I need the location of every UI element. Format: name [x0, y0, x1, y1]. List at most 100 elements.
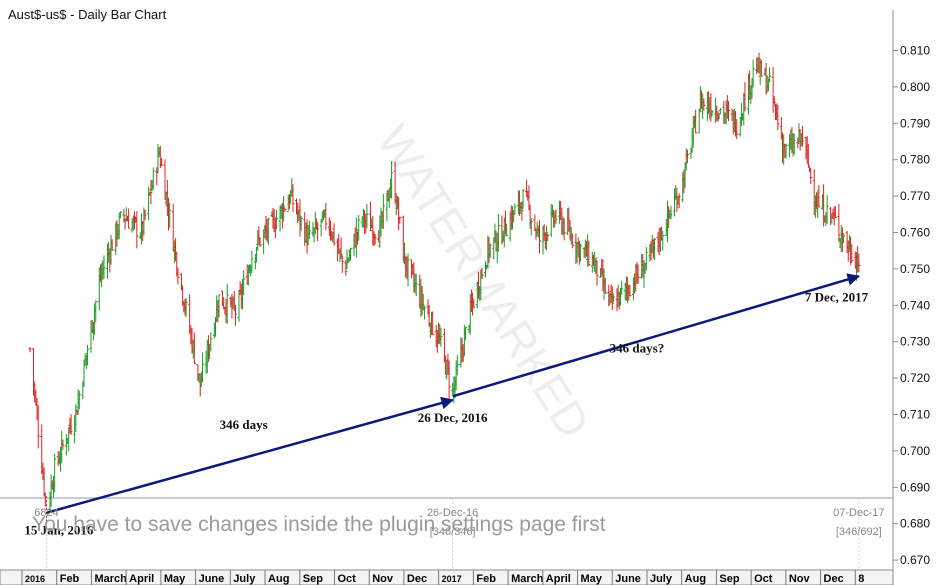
x-month-label: April: [546, 573, 571, 585]
price-bar: [806, 143, 810, 168]
price-bar: [159, 157, 163, 167]
price-bar: [316, 222, 320, 242]
price-bar: [447, 360, 451, 399]
price-bar: [74, 404, 78, 433]
x-month-label: May: [581, 573, 603, 585]
price-bar: [283, 207, 287, 213]
price-bar: [250, 250, 254, 273]
price-bar: [242, 270, 246, 296]
x-month-label: Oct: [337, 573, 356, 585]
price-bar: [644, 247, 648, 271]
chart-title: Aust$-us$ - Daily Bar Chart: [8, 7, 167, 22]
price-bar: [513, 203, 517, 215]
price-bar: [529, 218, 533, 236]
chart-annotation: 7 Dec, 2017: [805, 290, 869, 305]
price-bar: [677, 193, 681, 209]
price-bar: [174, 238, 178, 262]
price-bar: [143, 209, 147, 221]
price-bar: [480, 267, 484, 279]
x-month-label: Dec: [824, 573, 844, 585]
price-bar: [431, 311, 435, 336]
price-bar: [611, 293, 615, 303]
price-bar: [587, 240, 591, 267]
date-mark-count: [346/346]: [430, 526, 476, 538]
price-bar: [94, 300, 98, 323]
price-bar: [61, 439, 65, 450]
y-tick-label: 0.810: [900, 44, 930, 58]
x-month-label: Sep: [719, 573, 739, 585]
price-bar: [28, 347, 32, 353]
y-axis: 0.810 0.800 0.790 0.780 0.770 0.760 0.750 0.740…: [892, 10, 930, 570]
price-bar: [102, 255, 106, 279]
date-mark-label: 07-Dec-17: [833, 507, 884, 519]
price-bar: [43, 492, 47, 507]
price-bar: [809, 167, 813, 185]
price-bar: [86, 345, 90, 366]
x-month-label: 2017: [442, 574, 462, 584]
trend-lines: [46, 273, 861, 514]
price-bar: [545, 225, 549, 251]
price-bar: [179, 273, 183, 291]
price-bar: [710, 110, 714, 117]
y-tick-label: 0.790: [900, 116, 930, 130]
price-bar: [373, 234, 377, 245]
chart-annotation: 15 Jan, 2016: [24, 523, 93, 538]
price-bar: [118, 211, 122, 219]
y-tick-label: 0.740: [900, 298, 930, 312]
price-bar: [299, 216, 303, 231]
price-bar: [307, 220, 311, 240]
price-bar: [615, 288, 619, 312]
date-mark-label: 6824: [34, 507, 58, 519]
price-bar: [570, 233, 574, 249]
price-bar: [520, 201, 524, 221]
price-bar: [825, 195, 829, 224]
y-tick-label: 0.750: [900, 262, 930, 276]
price-bar: [36, 405, 40, 449]
y-tick-label: 0.760: [900, 226, 930, 240]
price-bar: [414, 274, 418, 297]
price-bar: [201, 352, 205, 383]
y-tick-label: 0.680: [900, 517, 930, 531]
chart-annotation: 346 days: [220, 417, 268, 432]
price-bar: [151, 167, 155, 190]
price-bar: [390, 161, 394, 199]
date-mark-label: 26-Dec-16: [427, 507, 478, 519]
price-bar: [176, 267, 180, 285]
price-bar: [209, 332, 213, 352]
price-bar: [511, 206, 515, 230]
x-month-label: Aug: [268, 573, 289, 585]
price-bar: [344, 260, 348, 276]
y-tick-label: 0.780: [900, 153, 930, 167]
y-tick-label: 0.720: [900, 371, 930, 385]
y-tick-label: 0.690: [900, 480, 930, 494]
price-bar: [538, 220, 542, 254]
y-tick-label: 0.730: [900, 335, 930, 349]
x-month-label: Nov: [372, 573, 394, 585]
plugin-notice-overlay: You have to save changes inside the plug…: [32, 513, 606, 536]
x-month-label: April: [129, 573, 154, 585]
price-bar: [846, 240, 850, 262]
price-bar: [168, 203, 172, 228]
price-bar: [354, 217, 358, 258]
x-month-label: Feb: [476, 573, 496, 585]
price-bar: [610, 286, 614, 311]
price-bar: [743, 81, 747, 112]
price-bar: [305, 219, 309, 254]
price-bar: [792, 133, 796, 155]
x-axis: 2016 Feb March April May June July Aug Sep Oct Nov…: [0, 569, 894, 585]
price-bar: [636, 264, 640, 284]
price-bar: [421, 293, 425, 311]
price-bar: [324, 203, 328, 231]
price-bar: [694, 109, 698, 134]
price-bar: [850, 244, 854, 264]
price-bar: [620, 280, 624, 295]
price-bar: [422, 306, 426, 320]
price-bar: [776, 104, 780, 131]
price-bar: [275, 209, 279, 230]
price-bar: [472, 298, 476, 309]
price-bar: [685, 149, 689, 164]
x-month-label: July: [233, 573, 256, 585]
y-tick-label: 0.710: [900, 408, 930, 422]
trend-line: [46, 396, 454, 514]
